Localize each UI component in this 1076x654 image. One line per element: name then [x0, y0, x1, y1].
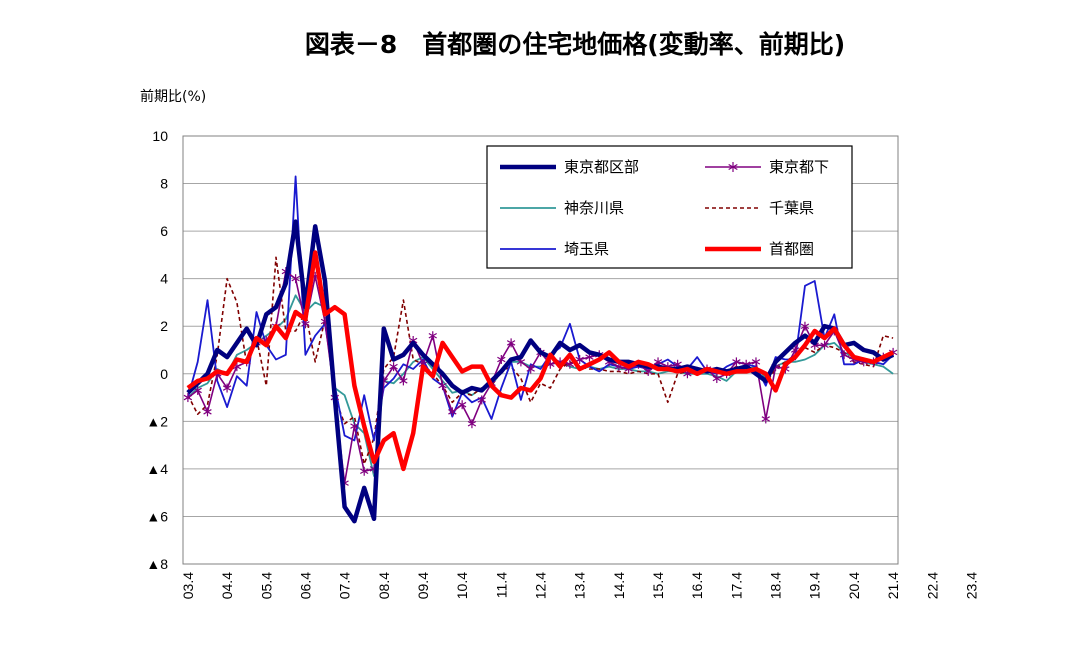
- legend-label: 千葉県: [769, 199, 814, 217]
- data-point: [360, 466, 369, 476]
- x-tick-label: 04.4: [219, 572, 235, 599]
- plot-frame: [182, 135, 899, 565]
- x-tick-label: 17.4: [728, 572, 744, 599]
- data-point: [565, 359, 575, 369]
- legend-label: 首都圏: [769, 240, 814, 258]
- data-point: [438, 381, 447, 391]
- data-point: [751, 357, 761, 367]
- y-tick-label: ▲2: [146, 413, 168, 429]
- x-tick-label: 22.4: [924, 572, 940, 599]
- data-point: [467, 419, 477, 429]
- x-tick-label: 19.4: [807, 572, 823, 599]
- x-tick-label: 11.4: [493, 572, 509, 598]
- data-point: [732, 357, 741, 367]
- legend-item: 千葉県: [705, 199, 814, 217]
- y-tick-label: 8: [160, 176, 168, 192]
- x-tick-label: 06.4: [297, 572, 313, 599]
- data-point: [839, 350, 849, 360]
- legend-item: 神奈川県: [500, 199, 624, 217]
- legend-item: 首都圏: [705, 240, 814, 258]
- data-point: [428, 331, 437, 341]
- legend-label: 埼玉県: [564, 240, 609, 258]
- series-line: [186, 250, 895, 472]
- series-line: [187, 175, 894, 442]
- x-tick-label: 07.4: [337, 572, 353, 599]
- x-tick-label: 23.4: [963, 572, 979, 599]
- data-point: [291, 274, 300, 284]
- data-point: [203, 407, 212, 417]
- series-layer: [183, 175, 898, 524]
- y-tick-label: 2: [160, 318, 168, 334]
- x-tick-label: 09.4: [415, 572, 431, 599]
- x-axis-ticks: 03.4 04.4 05.4 06.4 07.4 08.4 09.4 10.4 11.4 12.4…: [180, 572, 980, 599]
- chart-title: 図表－8 首都圏の住宅地価格(変動率、前期比): [305, 30, 845, 59]
- data-point: [389, 362, 398, 372]
- y-tick-label: ▲4: [146, 461, 168, 477]
- data-point: [222, 383, 232, 393]
- y-axis-label: 前期比(%): [140, 88, 206, 105]
- x-tick-label: 12.4: [533, 572, 549, 599]
- x-tick-label: 05.4: [258, 572, 274, 599]
- data-point: [820, 340, 829, 350]
- x-tick-label: 13.4: [572, 572, 588, 599]
- data-point: [448, 407, 457, 417]
- data-point: [712, 374, 721, 384]
- data-point: [506, 338, 516, 348]
- data-point: [457, 400, 467, 410]
- data-point: [350, 421, 359, 431]
- legend-item: 埼玉県: [500, 240, 609, 258]
- y-tick-label: ▲6: [146, 508, 168, 524]
- data-point: [526, 364, 535, 374]
- x-tick-label: 03.4: [180, 572, 196, 599]
- data-point: [183, 393, 193, 403]
- data-point: [497, 355, 506, 365]
- y-tick-label: 0: [160, 366, 168, 382]
- legend-label: 東京都下: [769, 158, 829, 176]
- x-tick-label: 20.4: [846, 572, 862, 599]
- y-tick-label: 4: [160, 271, 168, 287]
- legend-item: 東京都区部: [500, 158, 639, 176]
- x-tick-label: 10.4: [454, 572, 470, 599]
- legend-item: 東京都下: [705, 158, 829, 176]
- x-tick-label: 18.4: [768, 572, 784, 599]
- x-tick-label: 21.4: [885, 572, 901, 599]
- data-point: [800, 321, 810, 331]
- x-tick-label: 08.4: [376, 572, 392, 599]
- data-point: [575, 355, 584, 365]
- y-axis-ticks: 10 8 6 4 2 0 ▲2 ▲4 ▲6 ▲8: [146, 128, 168, 572]
- data-point: [399, 376, 408, 386]
- legend-label: 東京都区部: [564, 158, 639, 176]
- x-tick-label: 14.4: [611, 572, 627, 599]
- y-tick-label: 10: [152, 128, 168, 144]
- y-tick-label: 6: [160, 223, 168, 239]
- data-point: [761, 414, 770, 424]
- x-tick-label: 15.4: [650, 572, 666, 599]
- legend-label: 神奈川県: [564, 199, 624, 217]
- data-point: [477, 395, 486, 405]
- y-tick-label: ▲8: [146, 556, 168, 572]
- x-tick-label: 16.4: [689, 572, 705, 599]
